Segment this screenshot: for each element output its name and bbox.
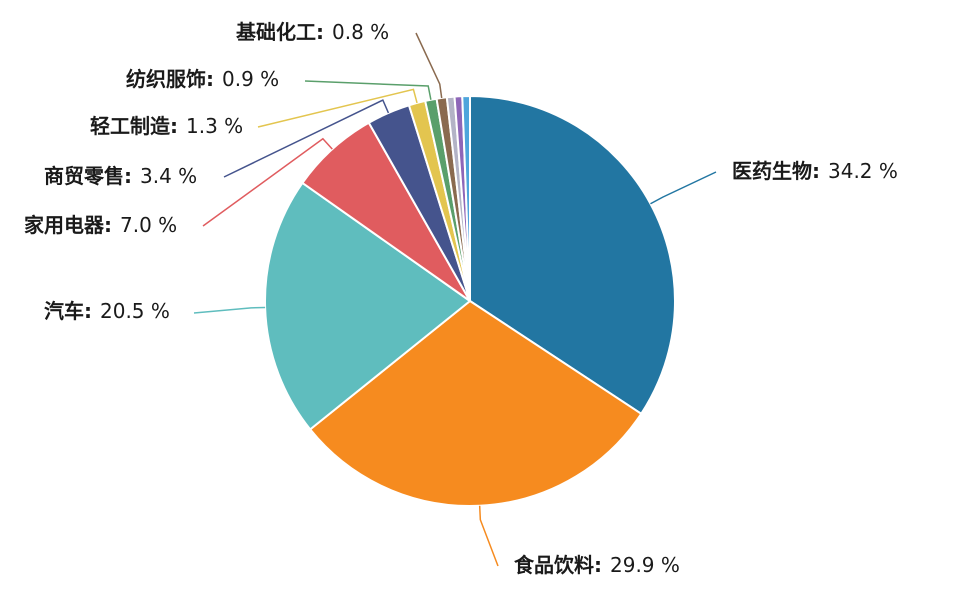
slice-label: 商贸零售: 3.4 %: [44, 164, 197, 188]
slice-label-name: 轻工制造:: [90, 114, 178, 138]
slice-label-name: 基础化工:: [236, 20, 324, 44]
slice-labels: 医药生物: 34.2 % 食品饮料: 29.9 % 汽车: 20.5 % 家用电器: 7.0 …: [24, 20, 898, 577]
leader-line: [650, 171, 717, 205]
slice-label: 食品饮料: 29.9 %: [514, 553, 680, 577]
pie-slice: [308, 299, 643, 507]
slice-label: 汽车: 20.5 %: [44, 299, 170, 323]
pie-slice: [264, 181, 472, 431]
slice-label: 纺织服饰: 0.9 %: [126, 67, 279, 91]
leader-line: [257, 88, 418, 128]
slice-label-name: 汽车:: [44, 299, 92, 323]
slice-label-name: 食品饮料:: [514, 553, 602, 577]
slice-label-value: 7.0 %: [120, 213, 177, 237]
slice-label-value: 0.8 %: [332, 20, 389, 44]
slice-label: 轻工制造: 1.3 %: [90, 114, 243, 138]
slice-label-name: 医药生物:: [732, 159, 820, 183]
slice-label-name: 商贸零售:: [44, 164, 132, 188]
slice-label-name: 纺织服饰:: [126, 67, 214, 91]
slice-label-value: 3.4 %: [140, 164, 197, 188]
slice-label-value: 34.2 %: [828, 159, 898, 183]
slice-label: 基础化工: 0.8 %: [236, 20, 389, 44]
leader-line: [478, 505, 499, 567]
pie-slice: [461, 94, 471, 302]
slice-label-name: 家用电器:: [24, 213, 112, 237]
slice-label: 家用电器: 7.0 %: [24, 213, 177, 237]
pie-slices: [264, 94, 676, 507]
slice-label-value: 20.5 %: [100, 299, 170, 323]
slice-label-value: 29.9 %: [610, 553, 680, 577]
leader-lines: [193, 32, 717, 567]
slice-label-value: 0.9 %: [222, 67, 279, 91]
leader-line: [415, 32, 443, 99]
slice-label-value: 1.3 %: [186, 114, 243, 138]
leader-line: [202, 137, 333, 227]
slice-label: 医药生物: 34.2 %: [732, 159, 898, 183]
leader-line: [304, 80, 432, 100]
leader-line: [193, 306, 266, 314]
leader-line: [223, 99, 390, 178]
